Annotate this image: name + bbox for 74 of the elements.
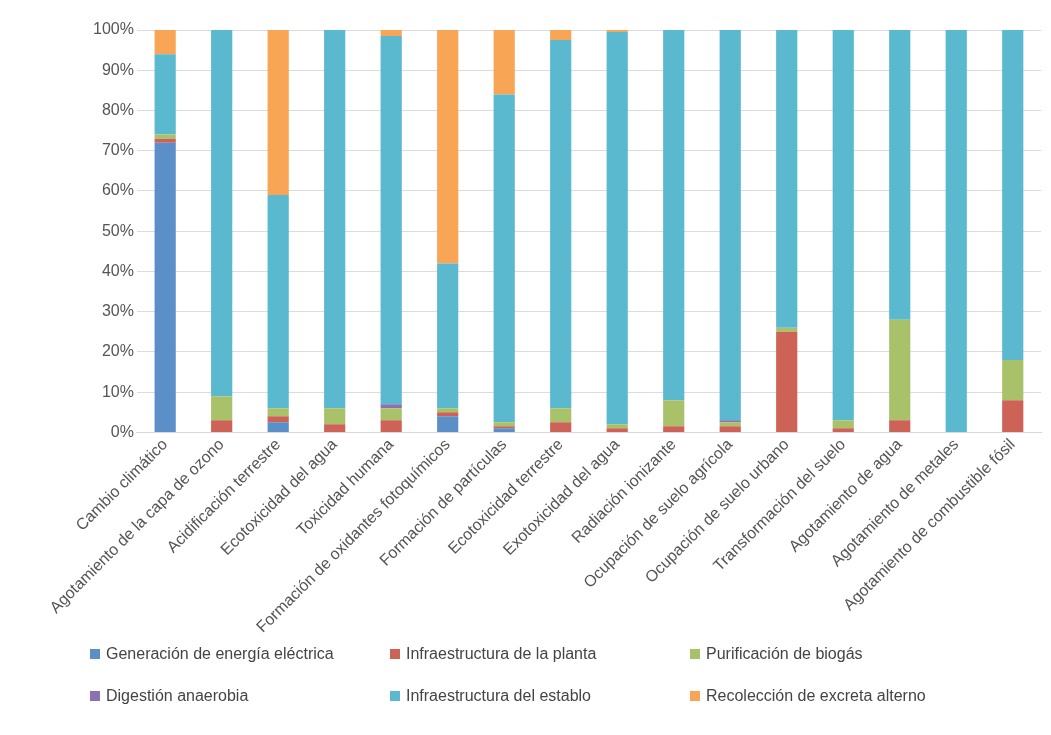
y-tick-label: 0% [110, 422, 134, 440]
y-tick-label: 30% [101, 302, 134, 320]
y-tick-label: 80% [101, 100, 134, 118]
bar [832, 420, 854, 429]
y-tick-label: 60% [101, 181, 134, 199]
legend-label: Infraestructura del establo [406, 687, 591, 705]
bar [1002, 30, 1024, 360]
y-tick-label: 100% [93, 20, 134, 38]
bar [324, 408, 346, 425]
bar [493, 94, 515, 423]
legend-label: Generación de energía eléctrica [106, 645, 334, 663]
bar [606, 32, 628, 425]
y-tick-label: 20% [101, 342, 134, 360]
bar [154, 134, 176, 139]
bar [832, 428, 854, 432]
bar [776, 30, 798, 328]
legend-label: Recolección de excreta alterno [706, 687, 926, 705]
bar [550, 40, 572, 409]
bar [889, 420, 911, 432]
bar [719, 426, 741, 432]
bar [776, 327, 798, 332]
y-tick-label: 70% [101, 141, 134, 159]
bar [606, 428, 628, 432]
y-tick-label: 90% [101, 60, 134, 78]
legend-label: Digestión anaerobia [106, 687, 249, 705]
bar [324, 424, 346, 432]
y-tick-label: 50% [101, 221, 134, 239]
bar [832, 30, 854, 421]
bar [437, 30, 459, 264]
legend-label: Purificación de biogás [706, 645, 863, 663]
bar [1002, 400, 1024, 432]
bar [267, 30, 289, 195]
bar [776, 331, 798, 432]
bar [719, 420, 741, 423]
bar [437, 412, 459, 417]
bar [211, 30, 233, 397]
bar [606, 424, 628, 429]
bar [380, 420, 402, 432]
bar [493, 422, 515, 427]
bar [945, 30, 967, 432]
bar [493, 30, 515, 95]
y-tick-label: 10% [101, 382, 134, 400]
bar [889, 319, 911, 421]
bar [267, 194, 289, 409]
bar [606, 30, 628, 33]
bar [663, 426, 685, 432]
bar [267, 422, 289, 432]
bar [267, 408, 289, 417]
bar [380, 404, 402, 409]
bar [380, 30, 402, 37]
bar [380, 36, 402, 405]
bar [719, 30, 741, 421]
y-tick-label: 40% [101, 261, 134, 279]
bar [154, 54, 176, 135]
bar [154, 142, 176, 432]
bar [211, 396, 233, 421]
bar [663, 30, 685, 401]
bar [550, 30, 572, 41]
bar [437, 408, 459, 413]
bar [380, 408, 402, 421]
bar [154, 30, 176, 55]
bar [154, 138, 176, 143]
bar [663, 400, 685, 427]
bar [550, 422, 572, 432]
bar [719, 422, 741, 427]
bar [437, 263, 459, 409]
bar [889, 30, 911, 320]
bar [1002, 359, 1024, 401]
bar [211, 420, 233, 432]
bar [437, 416, 459, 432]
legend-label: Infraestructura de la planta [406, 645, 597, 663]
bar [550, 408, 572, 423]
bar [267, 416, 289, 423]
bar [324, 30, 346, 409]
